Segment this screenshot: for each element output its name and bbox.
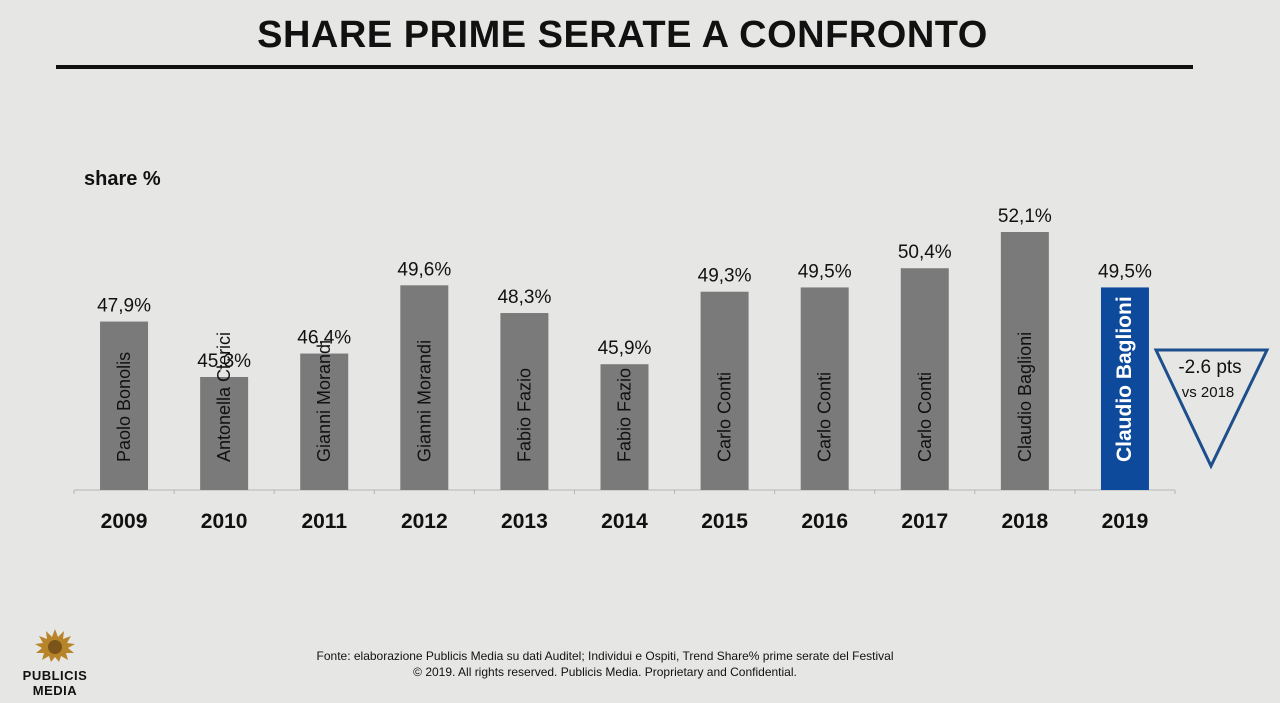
category-label-2014: 2014 bbox=[601, 510, 648, 533]
value-label-2018: 52,1% bbox=[998, 206, 1052, 227]
bar-2014 bbox=[600, 364, 649, 490]
bar-label-2009: Paolo Bonolis bbox=[114, 352, 134, 462]
bar-label-2012: Gianni Morandi bbox=[414, 340, 434, 462]
bar-2010 bbox=[200, 376, 249, 490]
footer-copyright: © 2019. All rights reserved. Publicis Me… bbox=[413, 665, 797, 679]
category-label-2012: 2012 bbox=[401, 510, 448, 533]
bar-label-2013: Fabio Fazio bbox=[514, 368, 534, 462]
value-label-2014: 45,9% bbox=[598, 338, 652, 359]
bar-label-2018: Claudio Baglioni bbox=[1015, 332, 1035, 462]
bar-label-2015: Carlo Conti bbox=[715, 372, 735, 462]
value-label-2017: 50,4% bbox=[898, 242, 952, 263]
category-label-2011: 2011 bbox=[301, 510, 347, 533]
bar-2019 bbox=[1100, 287, 1149, 490]
bar-2013 bbox=[500, 313, 549, 490]
bar-2017 bbox=[900, 268, 949, 490]
bar-label-2019: Claudio Baglioni bbox=[1113, 296, 1136, 462]
category-label-2017: 2017 bbox=[901, 510, 948, 533]
bar-label-2010: Antonella Clerici bbox=[214, 332, 234, 462]
value-label-2009: 47,9% bbox=[97, 296, 151, 317]
delta-triangle bbox=[1153, 348, 1270, 470]
title-divider bbox=[56, 65, 1193, 69]
page-title: SHARE PRIME SERATE A CONFRONTO bbox=[257, 14, 988, 56]
category-label-2018: 2018 bbox=[1002, 510, 1049, 533]
bar-2015 bbox=[700, 291, 749, 490]
value-label-2010: 45,3% bbox=[197, 351, 251, 372]
publicis-media-logo: PUBLICIS MEDIA bbox=[12, 625, 98, 698]
bar-label-2016: Carlo Conti bbox=[815, 372, 835, 462]
bar-label-2017: Carlo Conti bbox=[915, 372, 935, 462]
category-label-2019: 2019 bbox=[1102, 510, 1149, 533]
value-label-2013: 48,3% bbox=[497, 287, 551, 308]
y-axis-label: share % bbox=[84, 168, 161, 190]
category-label-2010: 2010 bbox=[201, 510, 248, 533]
bar-label-2014: Fabio Fazio bbox=[615, 368, 635, 462]
value-label-2015: 49,3% bbox=[698, 266, 752, 287]
bar-label-2011: Gianni Morandi bbox=[314, 340, 334, 462]
bar-2016 bbox=[800, 287, 849, 490]
category-label-2013: 2013 bbox=[501, 510, 548, 533]
bar-chart: 47,9% Paolo Bonolis 2009 45,3%Antonella Cle… bbox=[73, 206, 1270, 533]
footer-source: Fonte: elaborazione Publicis Media su da… bbox=[316, 649, 894, 663]
bar-2011 bbox=[300, 353, 349, 490]
bar-2009 bbox=[100, 321, 149, 490]
lion-head-icon bbox=[35, 629, 75, 662]
value-label-2012: 49,6% bbox=[397, 259, 451, 280]
value-label-2016: 49,5% bbox=[798, 261, 852, 282]
logo-text-line2: MEDIA bbox=[32, 683, 78, 698]
logo-text-line1: PUBLICIS bbox=[22, 668, 88, 683]
category-label-2015: 2015 bbox=[701, 510, 748, 533]
bar-2018 bbox=[1000, 232, 1049, 490]
category-label-2009: 2009 bbox=[101, 510, 148, 533]
value-label-2019: 49,5% bbox=[1098, 261, 1152, 282]
value-label-2011: 46,4% bbox=[297, 328, 351, 349]
bar-2012 bbox=[400, 285, 449, 490]
category-label-2016: 2016 bbox=[801, 510, 848, 533]
delta-value: -2.6 pts bbox=[1178, 357, 1241, 378]
delta-reference: vs 2018 bbox=[1182, 384, 1235, 401]
